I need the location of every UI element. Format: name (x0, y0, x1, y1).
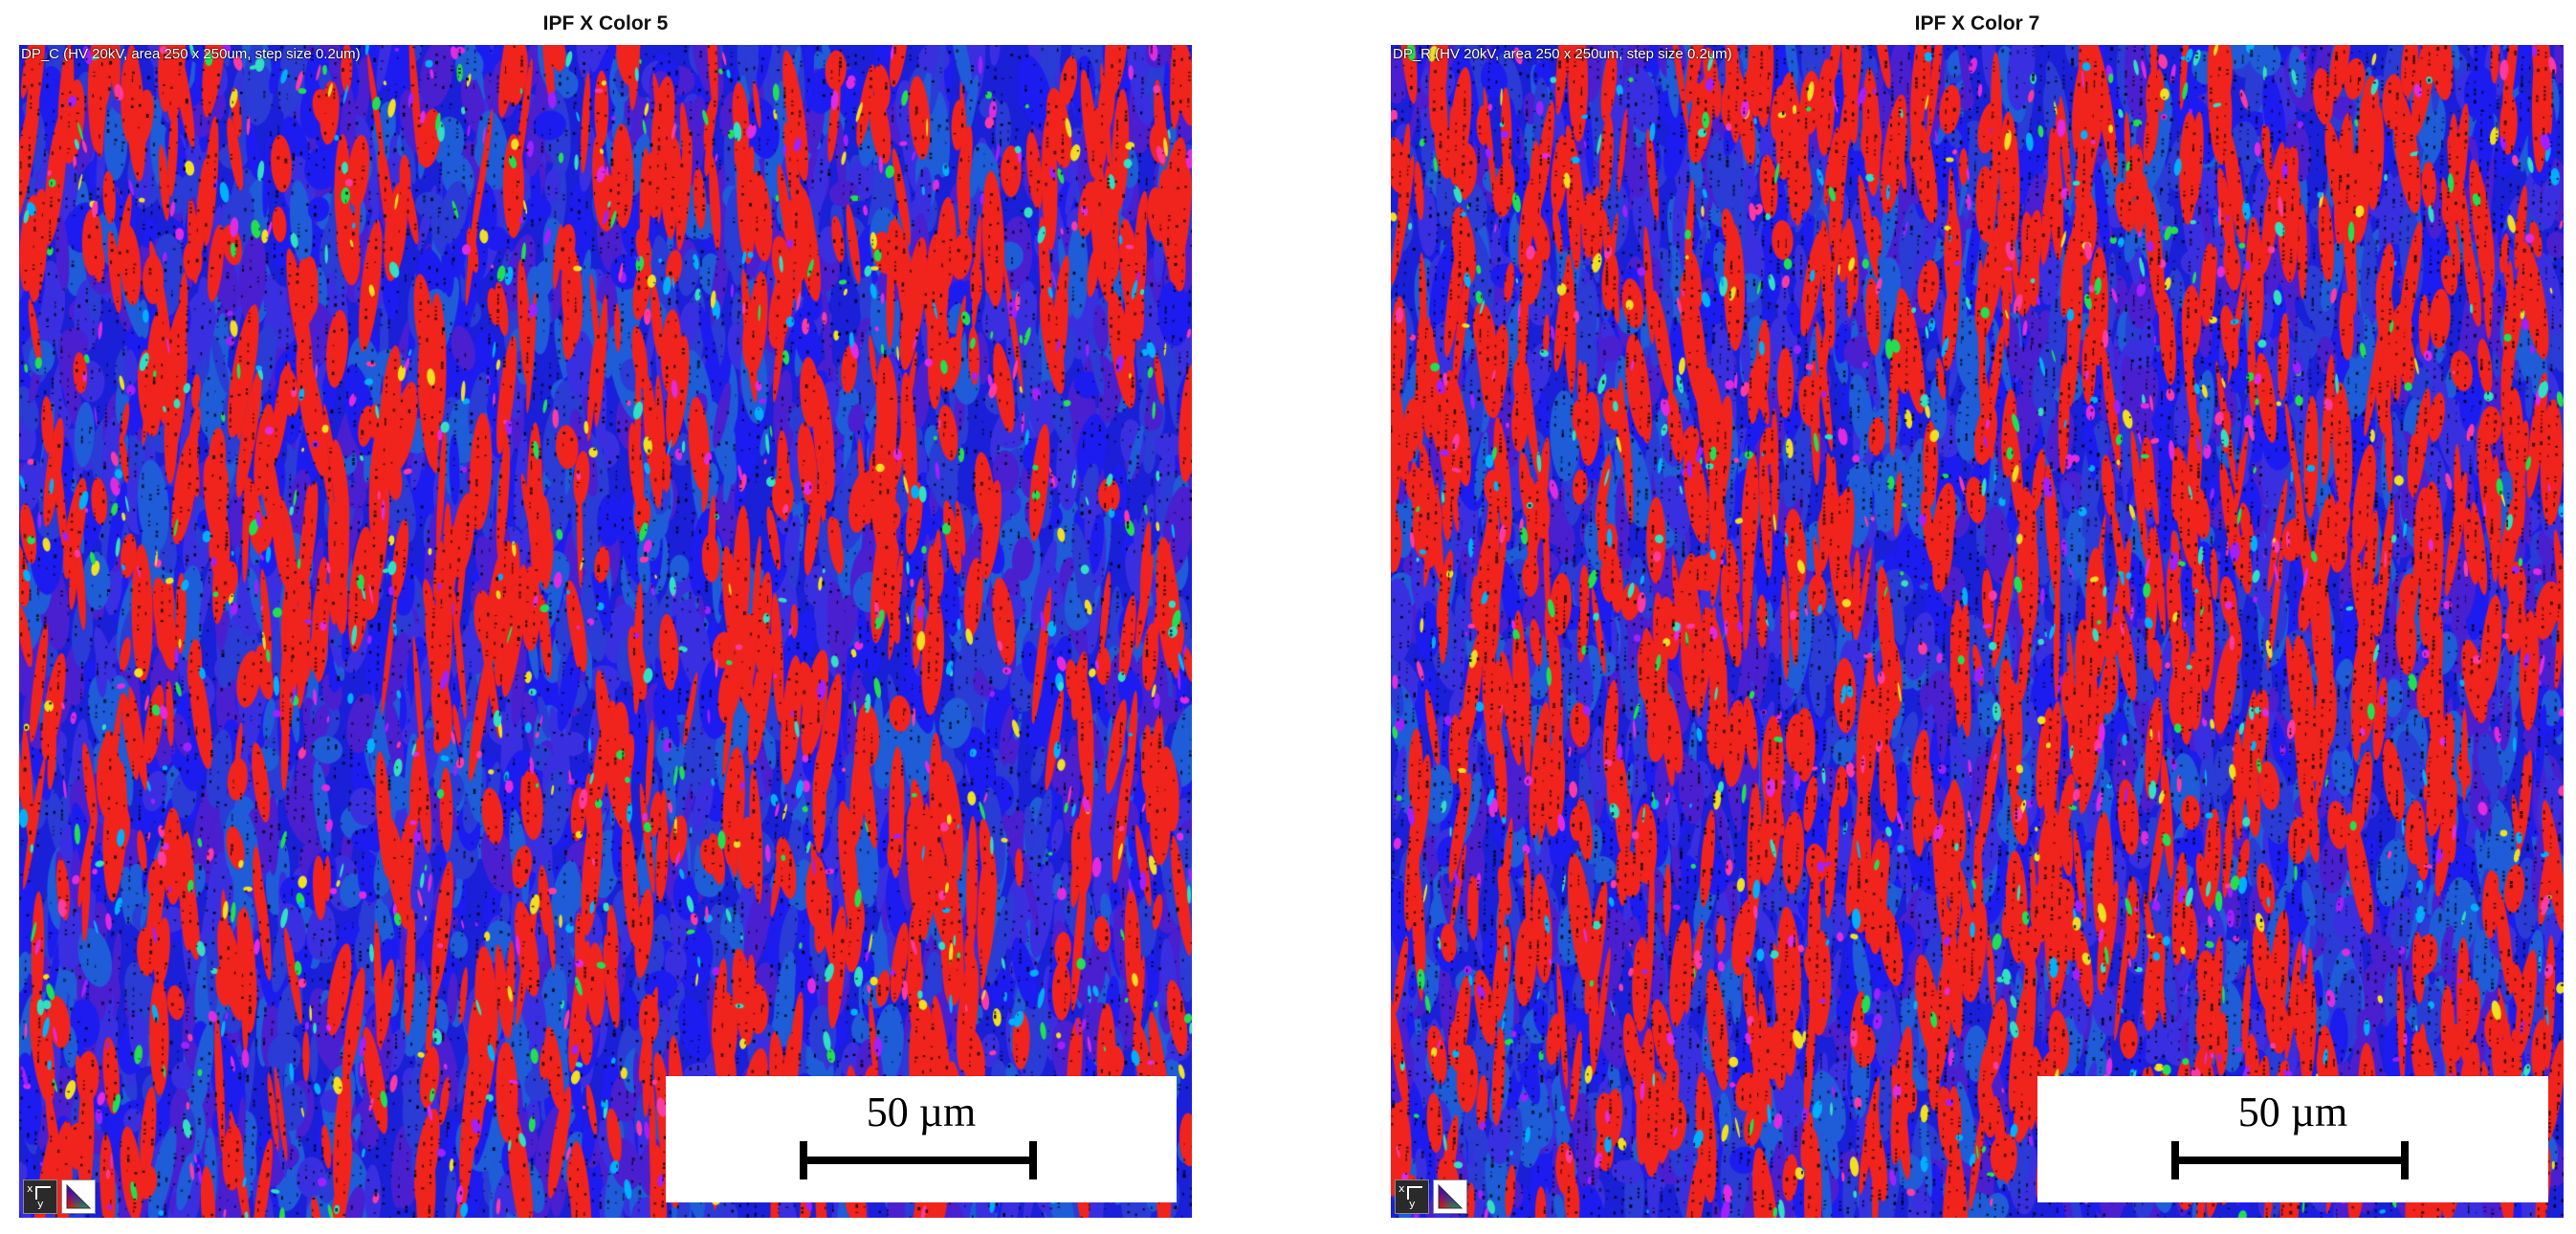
ebsd-panel-left: IPF X Color 5 DP_C (HV 20kV, area 250 x … (19, 0, 1192, 1234)
acquisition-caption: DP_C (HV 20kV, area 250 x 250um, step si… (21, 46, 361, 62)
ipf-map-canvas (1391, 45, 2564, 1218)
axis-orientation-icon: x y (23, 1179, 57, 1214)
acquisition-caption: DP_R (HV 20kV, area 250 x 250um, step si… (1393, 46, 1732, 62)
ipf-map: DP_R (HV 20kV, area 250 x 250um, step si… (1391, 45, 2564, 1218)
scale-bar-label: 50 µm (866, 1089, 977, 1135)
scale-bar-box: 50 µm (2037, 1076, 2548, 1202)
ipf-color-triangle-icon (1433, 1179, 1467, 1214)
panel-title: IPF X Color 5 (542, 12, 669, 34)
scale-bar (800, 1141, 1037, 1179)
scale-bar-box: 50 µm (666, 1076, 1177, 1202)
ipf-map-canvas (19, 45, 1192, 1218)
scale-bar (2171, 1141, 2409, 1179)
panel-title: IPF X Color 7 (1914, 12, 2040, 34)
ebsd-panel-right: IPF X Color 7 DP_R (HV 20kV, area 250 x … (1391, 0, 2564, 1234)
ipf-color-triangle-icon (61, 1179, 96, 1214)
ipf-map: DP_C (HV 20kV, area 250 x 250um, step si… (19, 45, 1192, 1218)
scale-bar-label: 50 µm (2237, 1089, 2348, 1135)
axis-orientation-icon: x y (1395, 1179, 1429, 1214)
